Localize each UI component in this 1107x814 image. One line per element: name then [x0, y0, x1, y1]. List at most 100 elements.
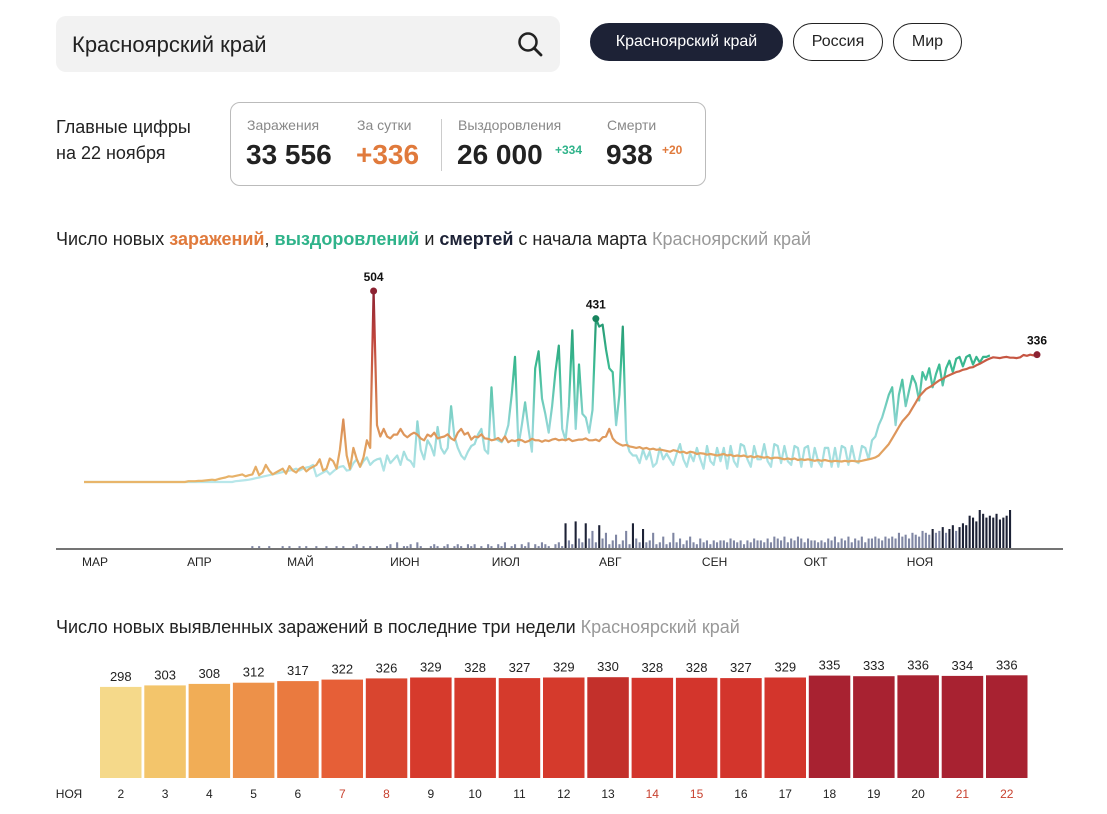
bar-value-label: 328 [464, 660, 486, 675]
deaths-bar [251, 546, 254, 548]
deaths-bar [601, 538, 604, 548]
deaths-bar [988, 515, 991, 548]
bar-day-label: 21 [956, 787, 970, 801]
deaths-bar [375, 546, 378, 548]
deaths-bar [938, 530, 941, 548]
bar [277, 681, 319, 778]
deaths-bar [416, 542, 419, 548]
deaths-bar [658, 542, 661, 548]
bar-day-label: 5 [250, 787, 257, 801]
deaths-bar [540, 542, 543, 548]
deaths-bar [362, 546, 365, 548]
tab-world[interactable]: Мир [893, 23, 962, 61]
bar-day-label: 15 [690, 787, 704, 801]
bar [897, 675, 939, 778]
deaths-bar [951, 525, 954, 548]
deaths-bar [591, 530, 594, 548]
deaths-bar [335, 546, 338, 548]
bar-value-label: 308 [198, 666, 220, 681]
bar-day-label: 2 [117, 787, 124, 801]
deaths-bar [487, 544, 490, 548]
title-recoveries: выздоровлений [274, 229, 420, 249]
deaths-label: Смерти [607, 117, 657, 133]
deaths-bar [453, 546, 456, 548]
bar-value-label: 336 [907, 657, 929, 672]
deaths-bar [456, 544, 459, 548]
deaths-bar [685, 540, 688, 548]
deaths-bar [931, 529, 934, 548]
recoveries-line [84, 317, 991, 484]
deaths-bar [567, 540, 570, 548]
deaths-bar [746, 540, 749, 548]
deaths-bar [500, 546, 503, 548]
deaths-bar [554, 544, 557, 548]
bar [675, 677, 718, 778]
deaths-bar [581, 542, 584, 548]
deaths-bar [480, 546, 483, 548]
deaths-bar [847, 536, 850, 548]
summary-heading: Главные цифры на 22 ноября [56, 114, 191, 166]
deaths-delta: +20 [662, 143, 683, 157]
bar-value-label: 312 [243, 665, 265, 680]
deaths-bar [817, 542, 820, 548]
title-part-7: с начала марта [513, 229, 647, 249]
bar-day-label: 13 [601, 787, 615, 801]
bar-value-label: 327 [509, 660, 531, 675]
infections-value: 33 556 [246, 139, 332, 170]
bar-value-label: 326 [376, 660, 398, 675]
deaths-bar [281, 546, 284, 548]
bar-value-label: 329 [553, 660, 575, 675]
deaths-bar [732, 540, 735, 548]
bar-month-label: НОЯ [56, 787, 82, 801]
bar-value-label: 334 [952, 658, 974, 673]
deaths-bar [443, 546, 446, 548]
search-input[interactable] [70, 26, 494, 64]
bar-day-label: 22 [1000, 787, 1014, 801]
deaths-bar [396, 542, 399, 548]
deaths-bar [982, 513, 985, 548]
tab-russia[interactable]: Россия [793, 23, 883, 61]
title-deaths: смертей [439, 229, 514, 249]
deaths-bar [692, 542, 695, 548]
deaths-bar [638, 542, 641, 548]
bar [587, 677, 629, 778]
deaths-bar [800, 538, 803, 548]
deaths-bar [672, 532, 675, 548]
deaths-bar [743, 544, 746, 548]
deaths-bar [716, 542, 719, 548]
deaths-bar [544, 544, 547, 548]
deaths-bar [433, 544, 436, 548]
title-part-5: и [419, 229, 440, 249]
deaths-bar [807, 538, 810, 548]
deaths-bar [584, 523, 587, 548]
deaths-bar [763, 542, 766, 548]
bar-value-label: 333 [863, 658, 885, 673]
tab-krasnoyarsk[interactable]: Красноярский край [590, 23, 783, 61]
deaths-bar [840, 538, 843, 548]
deaths-bar [618, 544, 621, 548]
deaths-bar [682, 544, 685, 548]
deaths-bar [972, 517, 975, 548]
deaths-bar [503, 542, 506, 548]
deaths-bar [1009, 510, 1012, 548]
x-tick-label: ИЮН [390, 555, 419, 569]
deaths-bar [564, 523, 567, 548]
deaths-bar [342, 546, 345, 548]
deaths-bar [897, 532, 900, 548]
bar-value-label: 328 [686, 660, 708, 675]
search-box[interactable] [56, 16, 560, 72]
deaths-bar [611, 540, 614, 548]
search-icon[interactable] [516, 30, 544, 58]
deaths-bar [466, 544, 469, 548]
bar [941, 675, 984, 778]
deaths-bar [419, 546, 422, 548]
bar [232, 682, 275, 778]
bar-chart-title-text: Число новых выявленных заражений в после… [56, 617, 576, 637]
recoveries-label: Выздоровления [458, 117, 562, 133]
deaths-bar [268, 546, 271, 548]
deaths-bar [534, 544, 537, 548]
deaths-bar [736, 542, 739, 548]
deaths-bar [766, 538, 769, 548]
bar-day-label: 4 [206, 787, 213, 801]
deaths-bar [827, 538, 830, 548]
